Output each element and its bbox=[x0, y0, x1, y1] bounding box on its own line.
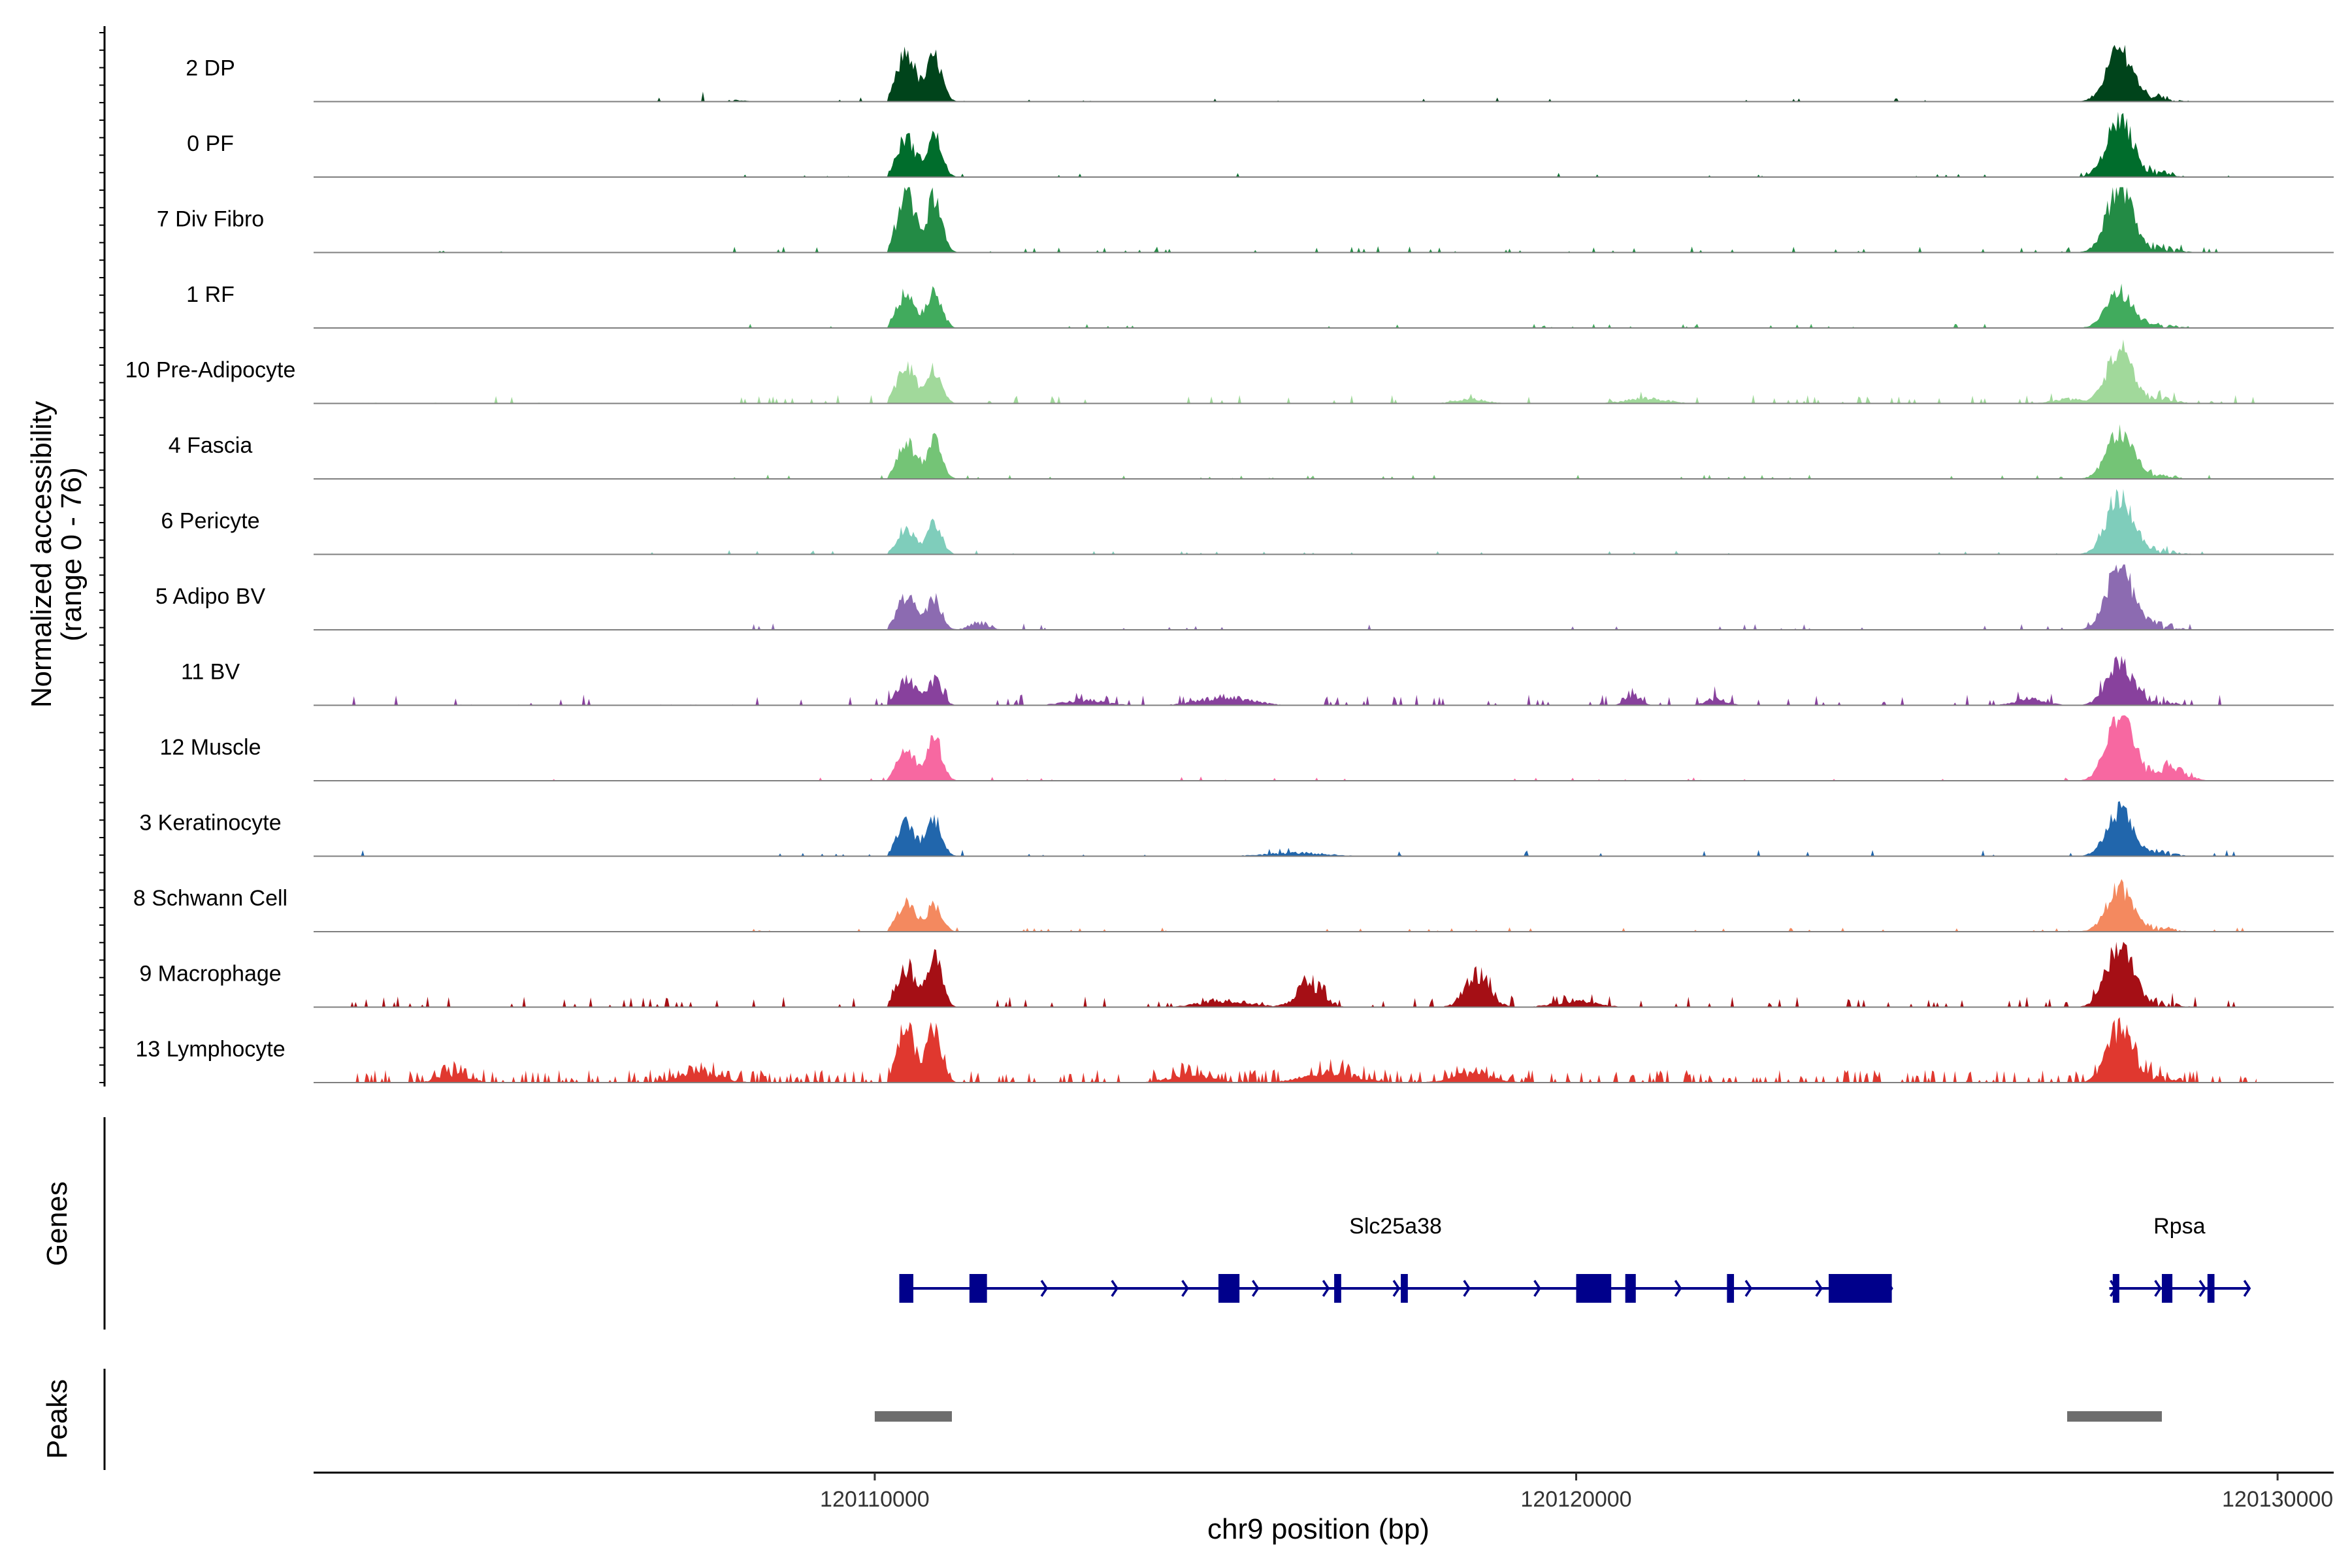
exon bbox=[2161, 1274, 2173, 1303]
coverage-area bbox=[348, 879, 2257, 932]
strand-arrow bbox=[1744, 1280, 1753, 1297]
strand-arrow bbox=[1463, 1280, 1471, 1297]
strand-arrow bbox=[2154, 1280, 2162, 1297]
coverage-area bbox=[348, 44, 2257, 102]
gene-label: Slc25a38 bbox=[1349, 1214, 1442, 1239]
strand-arrow bbox=[1322, 1280, 1330, 1297]
track-label: 5 Adipo BV bbox=[155, 584, 266, 609]
coverage-area bbox=[348, 339, 2257, 404]
coverage-track: 12 Muscle bbox=[160, 715, 2334, 781]
exon bbox=[1401, 1274, 1408, 1303]
exon bbox=[1334, 1274, 1341, 1303]
genes-panel: Genes Slc25a38 Rpsa bbox=[41, 1117, 2251, 1330]
track-label: 0 PF bbox=[187, 131, 234, 156]
x-tick-label: 120110000 bbox=[820, 1487, 930, 1512]
peaks-y-axis-title: Peaks bbox=[41, 1379, 73, 1459]
strand-arrow bbox=[1815, 1280, 1823, 1297]
coverage-track: 1 RF bbox=[186, 282, 2334, 329]
strand-arrow bbox=[1674, 1280, 1682, 1297]
strand-arrow bbox=[1040, 1280, 1049, 1297]
peak-bar bbox=[874, 1411, 952, 1422]
coverage-track: 8 Schwann Cell bbox=[133, 879, 2334, 932]
peak-bar bbox=[2067, 1411, 2162, 1422]
coverage-area bbox=[348, 424, 2257, 479]
coverage-area bbox=[348, 655, 2257, 706]
coverage-area bbox=[348, 801, 2257, 857]
strand-arrow bbox=[1111, 1280, 1119, 1297]
gene-label: Rpsa bbox=[2153, 1214, 2205, 1239]
x-axis: 120110000 120120000 120130000 bbox=[314, 1471, 2334, 1512]
exon bbox=[1625, 1274, 1636, 1303]
coverage-track: 0 PF bbox=[187, 112, 2334, 178]
exon bbox=[1727, 1274, 1735, 1303]
track-label: 9 Macrophage bbox=[139, 962, 281, 987]
exon bbox=[899, 1274, 913, 1303]
track-label: 7 Div Fibro bbox=[157, 207, 264, 232]
exon bbox=[1576, 1274, 1612, 1303]
strand-arrow bbox=[1251, 1280, 1260, 1297]
gene-model: Slc25a38 bbox=[899, 1214, 1893, 1303]
coverage-track: 4 Fascia bbox=[169, 424, 2334, 480]
x-axis-title: chr9 position (bp) bbox=[1207, 1513, 1429, 1545]
track-label: 1 RF bbox=[186, 282, 235, 307]
coverage-area bbox=[348, 1017, 2257, 1083]
peaks-panel: Peaks bbox=[41, 1369, 2162, 1470]
coverage-area bbox=[348, 715, 2257, 781]
coverage-y-axis-title: Normalized accessibility(range 0 - 76) bbox=[25, 401, 88, 708]
track-label: 6 Pericyte bbox=[161, 509, 259, 534]
exon bbox=[969, 1274, 987, 1303]
track-label: 2 DP bbox=[186, 56, 235, 81]
exon bbox=[1218, 1274, 1240, 1303]
coverage-track: 7 Div Fibro bbox=[157, 187, 2334, 253]
genes-y-axis-title: Genes bbox=[41, 1181, 73, 1266]
track-label: 10 Pre-Adipocyte bbox=[125, 358, 296, 383]
track-label: 11 BV bbox=[181, 660, 240, 685]
track-label: 4 Fascia bbox=[169, 433, 253, 458]
coverage-track: 5 Adipo BV bbox=[155, 564, 2334, 630]
x-tick-label: 120120000 bbox=[1520, 1487, 1631, 1512]
coverage-track: 6 Pericyte bbox=[161, 489, 2334, 555]
strand-arrow bbox=[1533, 1280, 1541, 1297]
exon bbox=[1829, 1274, 1892, 1303]
coverage-track: 3 Keratinocyte bbox=[139, 801, 2334, 857]
coverage-track: 2 DP bbox=[186, 44, 2334, 103]
exon bbox=[2112, 1274, 2119, 1303]
track-label: 8 Schwann Cell bbox=[133, 886, 287, 911]
coverage-area bbox=[348, 564, 2257, 630]
strand-arrow bbox=[2243, 1280, 2251, 1297]
exon bbox=[2207, 1274, 2215, 1303]
strand-arrow bbox=[1181, 1280, 1189, 1297]
coverage-area bbox=[348, 284, 2257, 328]
coverage-track: 9 Macrophage bbox=[139, 941, 2334, 1008]
track-label: 3 Keratinocyte bbox=[139, 811, 281, 836]
coverage-area bbox=[348, 187, 2257, 253]
coverage-panel: Normalized accessibility(range 0 - 76) 2 … bbox=[25, 26, 2334, 1086]
coverage-area bbox=[348, 941, 2257, 1007]
track-label: 12 Muscle bbox=[160, 735, 261, 760]
coverage-area bbox=[348, 112, 2257, 177]
coverage-area bbox=[348, 489, 2257, 555]
coverage-track: 11 BV bbox=[181, 655, 2334, 706]
gene-model: Rpsa bbox=[2109, 1214, 2251, 1303]
x-tick-label: 120130000 bbox=[2222, 1487, 2333, 1512]
coverage-track: 10 Pre-Adipocyte bbox=[125, 339, 2334, 404]
strand-arrow bbox=[1392, 1280, 1401, 1297]
coverage-track: 13 Lymphocyte bbox=[135, 1017, 2334, 1083]
strand-arrow bbox=[2198, 1280, 2207, 1297]
track-label: 13 Lymphocyte bbox=[135, 1037, 285, 1062]
